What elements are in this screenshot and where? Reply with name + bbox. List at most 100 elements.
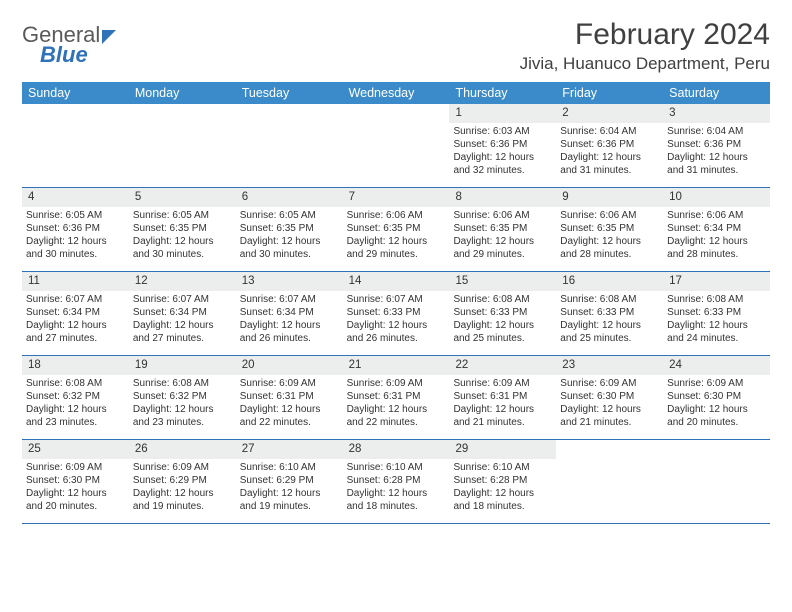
day-number: 5: [129, 188, 236, 207]
day-cell: 11Sunrise: 6:07 AMSunset: 6:34 PMDayligh…: [22, 272, 129, 355]
day-cell: [343, 104, 450, 187]
sunrise-text: Sunrise: 6:07 AM: [240, 293, 339, 306]
day-body: [663, 459, 770, 521]
sunrise-text: Sunrise: 6:06 AM: [560, 209, 659, 222]
day-cell: 2Sunrise: 6:04 AMSunset: 6:36 PMDaylight…: [556, 104, 663, 187]
day-number: 29: [449, 440, 556, 459]
day-cell: 19Sunrise: 6:08 AMSunset: 6:32 PMDayligh…: [129, 356, 236, 439]
day-body: [22, 123, 129, 185]
sunrise-text: Sunrise: 6:09 AM: [347, 377, 446, 390]
weekday-header-row: Sunday Monday Tuesday Wednesday Thursday…: [22, 82, 770, 104]
daylight-text: Daylight: 12 hours and 18 minutes.: [347, 487, 446, 513]
day-cell: 23Sunrise: 6:09 AMSunset: 6:30 PMDayligh…: [556, 356, 663, 439]
weekday-header: Friday: [556, 82, 663, 104]
day-number: 28: [343, 440, 450, 459]
sunset-text: Sunset: 6:35 PM: [133, 222, 232, 235]
daylight-text: Daylight: 12 hours and 26 minutes.: [347, 319, 446, 345]
day-number: 11: [22, 272, 129, 291]
day-cell: 17Sunrise: 6:08 AMSunset: 6:33 PMDayligh…: [663, 272, 770, 355]
daylight-text: Daylight: 12 hours and 27 minutes.: [26, 319, 125, 345]
weekday-header: Wednesday: [343, 82, 450, 104]
calendar-body: 1Sunrise: 6:03 AMSunset: 6:36 PMDaylight…: [22, 104, 770, 524]
day-body: Sunrise: 6:08 AMSunset: 6:32 PMDaylight:…: [22, 375, 129, 439]
day-body: Sunrise: 6:05 AMSunset: 6:35 PMDaylight:…: [236, 207, 343, 271]
daylight-text: Daylight: 12 hours and 31 minutes.: [667, 151, 766, 177]
day-number: 20: [236, 356, 343, 375]
sunrise-text: Sunrise: 6:10 AM: [453, 461, 552, 474]
day-number: 2: [556, 104, 663, 123]
day-cell: [129, 104, 236, 187]
sunset-text: Sunset: 6:36 PM: [560, 138, 659, 151]
day-number: 25: [22, 440, 129, 459]
day-number: 8: [449, 188, 556, 207]
sunrise-text: Sunrise: 6:05 AM: [26, 209, 125, 222]
daylight-text: Daylight: 12 hours and 20 minutes.: [26, 487, 125, 513]
sunset-text: Sunset: 6:36 PM: [26, 222, 125, 235]
daylight-text: Daylight: 12 hours and 28 minutes.: [667, 235, 766, 261]
day-body: Sunrise: 6:08 AMSunset: 6:33 PMDaylight:…: [449, 291, 556, 355]
sunset-text: Sunset: 6:31 PM: [240, 390, 339, 403]
sunset-text: Sunset: 6:33 PM: [347, 306, 446, 319]
logo-triangle-icon: [102, 30, 116, 44]
sunset-text: Sunset: 6:33 PM: [667, 306, 766, 319]
sunrise-text: Sunrise: 6:07 AM: [133, 293, 232, 306]
day-cell: 21Sunrise: 6:09 AMSunset: 6:31 PMDayligh…: [343, 356, 450, 439]
day-number: 7: [343, 188, 450, 207]
day-cell: 16Sunrise: 6:08 AMSunset: 6:33 PMDayligh…: [556, 272, 663, 355]
day-body: Sunrise: 6:03 AMSunset: 6:36 PMDaylight:…: [449, 123, 556, 187]
day-cell: 7Sunrise: 6:06 AMSunset: 6:35 PMDaylight…: [343, 188, 450, 271]
daylight-text: Daylight: 12 hours and 28 minutes.: [560, 235, 659, 261]
logo: General Blue: [22, 24, 116, 66]
page-header: General Blue February 2024 Jivia, Huanuc…: [22, 18, 770, 74]
day-cell: 12Sunrise: 6:07 AMSunset: 6:34 PMDayligh…: [129, 272, 236, 355]
weekday-header: Monday: [129, 82, 236, 104]
sunrise-text: Sunrise: 6:08 AM: [560, 293, 659, 306]
day-number: 23: [556, 356, 663, 375]
day-number: 24: [663, 356, 770, 375]
sunrise-text: Sunrise: 6:06 AM: [347, 209, 446, 222]
day-body: Sunrise: 6:09 AMSunset: 6:31 PMDaylight:…: [236, 375, 343, 439]
daylight-text: Daylight: 12 hours and 30 minutes.: [133, 235, 232, 261]
sunrise-text: Sunrise: 6:05 AM: [240, 209, 339, 222]
daylight-text: Daylight: 12 hours and 20 minutes.: [667, 403, 766, 429]
sunrise-text: Sunrise: 6:06 AM: [667, 209, 766, 222]
sunrise-text: Sunrise: 6:07 AM: [26, 293, 125, 306]
sunset-text: Sunset: 6:34 PM: [667, 222, 766, 235]
month-title: February 2024: [520, 18, 770, 52]
day-body: [556, 459, 663, 521]
day-cell: 10Sunrise: 6:06 AMSunset: 6:34 PMDayligh…: [663, 188, 770, 271]
day-cell: 1Sunrise: 6:03 AMSunset: 6:36 PMDaylight…: [449, 104, 556, 187]
sunset-text: Sunset: 6:35 PM: [453, 222, 552, 235]
day-number: 12: [129, 272, 236, 291]
sunset-text: Sunset: 6:28 PM: [453, 474, 552, 487]
sunrise-text: Sunrise: 6:06 AM: [453, 209, 552, 222]
day-number: 14: [343, 272, 450, 291]
sunrise-text: Sunrise: 6:04 AM: [667, 125, 766, 138]
day-cell: 25Sunrise: 6:09 AMSunset: 6:30 PMDayligh…: [22, 440, 129, 523]
sunset-text: Sunset: 6:31 PM: [347, 390, 446, 403]
weekday-header: Thursday: [449, 82, 556, 104]
day-cell: 24Sunrise: 6:09 AMSunset: 6:30 PMDayligh…: [663, 356, 770, 439]
title-block: February 2024 Jivia, Huanuco Department,…: [520, 18, 770, 74]
day-body: Sunrise: 6:06 AMSunset: 6:35 PMDaylight:…: [449, 207, 556, 271]
sunset-text: Sunset: 6:35 PM: [560, 222, 659, 235]
day-body: [343, 123, 450, 185]
sunset-text: Sunset: 6:36 PM: [667, 138, 766, 151]
day-body: Sunrise: 6:09 AMSunset: 6:30 PMDaylight:…: [663, 375, 770, 439]
day-cell: 6Sunrise: 6:05 AMSunset: 6:35 PMDaylight…: [236, 188, 343, 271]
sunset-text: Sunset: 6:33 PM: [560, 306, 659, 319]
day-number: 17: [663, 272, 770, 291]
daylight-text: Daylight: 12 hours and 22 minutes.: [240, 403, 339, 429]
daylight-text: Daylight: 12 hours and 19 minutes.: [133, 487, 232, 513]
day-body: Sunrise: 6:07 AMSunset: 6:34 PMDaylight:…: [22, 291, 129, 355]
day-cell: [556, 440, 663, 523]
day-cell: 28Sunrise: 6:10 AMSunset: 6:28 PMDayligh…: [343, 440, 450, 523]
day-cell: 22Sunrise: 6:09 AMSunset: 6:31 PMDayligh…: [449, 356, 556, 439]
day-number: 9: [556, 188, 663, 207]
day-cell: 14Sunrise: 6:07 AMSunset: 6:33 PMDayligh…: [343, 272, 450, 355]
day-body: Sunrise: 6:07 AMSunset: 6:34 PMDaylight:…: [129, 291, 236, 355]
daylight-text: Daylight: 12 hours and 30 minutes.: [26, 235, 125, 261]
day-body: Sunrise: 6:07 AMSunset: 6:33 PMDaylight:…: [343, 291, 450, 355]
sunset-text: Sunset: 6:34 PM: [133, 306, 232, 319]
daylight-text: Daylight: 12 hours and 21 minutes.: [560, 403, 659, 429]
